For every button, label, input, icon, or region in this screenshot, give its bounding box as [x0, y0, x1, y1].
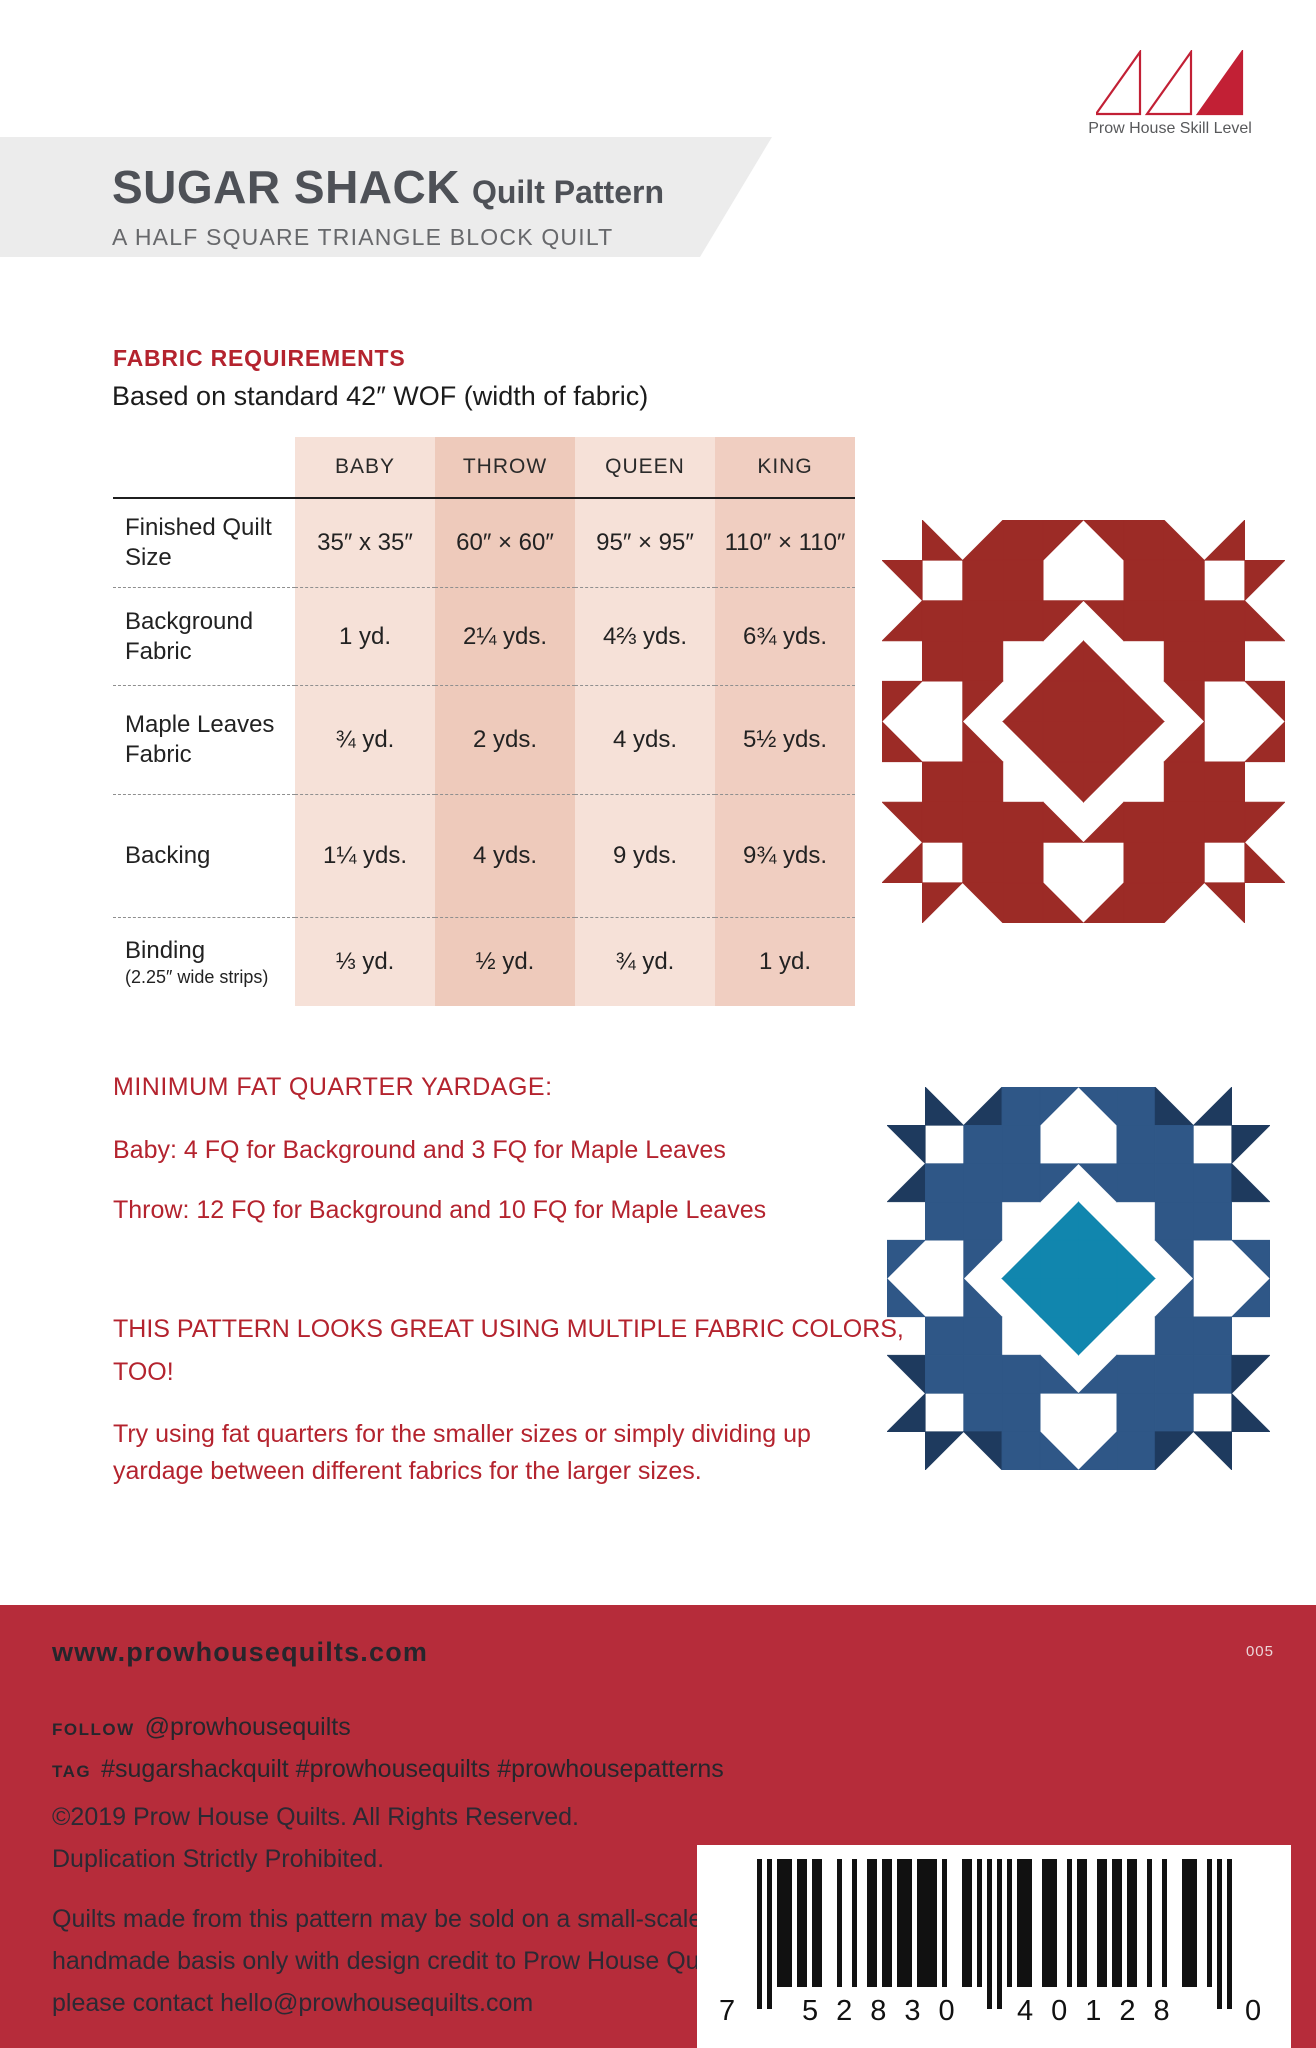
table-value: 6¾ yds.	[715, 587, 855, 685]
page-title: SUGAR SHACK Quilt Pattern	[112, 160, 664, 214]
fabric-requirements-heading: FABRIC REQUIREMENTS	[113, 345, 406, 371]
column-header-baby: BABY	[295, 437, 435, 499]
wof-note: Based on standard 42″ WOF (width of fabr…	[112, 381, 649, 411]
table-value: 9 yds.	[575, 794, 715, 917]
page-subtitle: A HALF SQUARE TRIANGLE BLOCK QUILT	[112, 224, 614, 250]
table-value: 4 yds.	[435, 794, 575, 917]
fat-quarter-heading: MINIMUM FAT QUARTER YARDAGE:	[113, 1073, 553, 1101]
row-label: Maple Leaves Fabric	[113, 685, 295, 794]
quilt-block-blue-image	[887, 1087, 1270, 1470]
row-label: Finished Quilt Size	[125, 514, 272, 571]
copyright-line-1: ©2019 Prow House Quilts. All Rights Rese…	[52, 1803, 579, 1831]
table-value: ½ yd.	[435, 917, 575, 1006]
barcode-digit-group: 0	[1245, 1995, 1262, 2027]
pattern-number: 005	[1245, 1643, 1274, 1660]
table-value: 35″ x 35″	[295, 499, 435, 587]
multi-color-headline-1: THIS PATTERN LOOKS GREAT USING MULTIPLE …	[113, 1315, 904, 1343]
barcode-digit-group: 7	[719, 1995, 736, 2027]
table-value: 5½ yds.	[715, 685, 855, 794]
table-value: 1¼ yds.	[295, 794, 435, 917]
header-band	[0, 137, 772, 257]
column-header-queen: QUEEN	[575, 437, 715, 499]
table-value: 2¼ yds.	[435, 587, 575, 685]
row-label: Binding (2.25″ wide strips)	[113, 917, 295, 1006]
table-value: 60″ × 60″	[435, 499, 575, 587]
table-value: ¾ yd.	[575, 917, 715, 1006]
footer: www.prowhousequilts.com 005 FOLLOW @prowh…	[0, 1605, 1316, 2048]
tag-row: TAG #sugarshackquilt #prowhousequilts #pr…	[52, 1755, 724, 1784]
licensing-line-3: please contact hello@prowhousequilts.com	[52, 1989, 534, 2017]
multi-color-body-1: Try using fat quarters for the smaller s…	[113, 1420, 811, 1448]
fabric-requirements-table: BABY THROW QUEEN KING Finished Quilt Size 35″ …	[113, 437, 855, 1006]
table-value: 4⅔ yds.	[575, 587, 715, 685]
column-header-king: KING	[715, 437, 855, 499]
column-header-throw: THROW	[435, 437, 575, 499]
follow-row: FOLLOW @prowhousequilts	[52, 1713, 351, 1742]
row-label: Background Fabric	[113, 587, 295, 685]
table-value: 9¾ yds.	[715, 794, 855, 917]
table-value: ¾ yd.	[295, 685, 435, 794]
fat-quarter-throw-line: Throw: 12 FQ for Background and 10 FQ fo…	[113, 1196, 767, 1224]
barcode-digit-group: 40128	[1017, 1995, 1188, 2027]
follow-handle[interactable]: @prowhousequilts	[144, 1713, 351, 1741]
quilt-block-red-image	[882, 520, 1285, 923]
table-value: ⅓ yd.	[295, 917, 435, 1006]
barcode-bars	[757, 1859, 1232, 2009]
table-value: 4 yds.	[575, 685, 715, 794]
skill-level-caption: Prow House Skill Level	[1088, 120, 1252, 137]
copyright-line-2: Duplication Strictly Prohibited.	[52, 1845, 385, 1873]
table-value: 95″ × 95″	[575, 499, 715, 587]
barcode-digit-group: 52830	[802, 1995, 973, 2027]
multi-color-body-2: yardage between different fabrics for th…	[113, 1457, 702, 1485]
tag-hashtags[interactable]: #sugarshackquilt #prowhousequilts #prowh…	[101, 1755, 724, 1783]
table-value: 110″ × 110″	[715, 499, 855, 587]
table-value: 2 yds.	[435, 685, 575, 794]
table-value: 1 yd.	[715, 917, 855, 1006]
table-corner-cell	[113, 437, 295, 499]
skill-level-icon	[1096, 50, 1244, 116]
fat-quarter-baby-line: Baby: 4 FQ for Background and 3 FQ for M…	[113, 1136, 726, 1164]
title-main: SUGAR SHACK	[112, 161, 460, 213]
multi-color-headline-2: TOO!	[113, 1358, 174, 1386]
title-suffix: Quilt Pattern	[471, 174, 664, 210]
barcode: 7 52830 40128 0	[697, 1845, 1291, 2048]
row-label: Backing	[113, 794, 295, 917]
follow-label: FOLLOW	[52, 1720, 135, 1739]
table-value: 1 yd.	[295, 587, 435, 685]
tag-label: TAG	[52, 1762, 92, 1781]
footer-website-link[interactable]: www.prowhousequilts.com	[52, 1637, 429, 1667]
